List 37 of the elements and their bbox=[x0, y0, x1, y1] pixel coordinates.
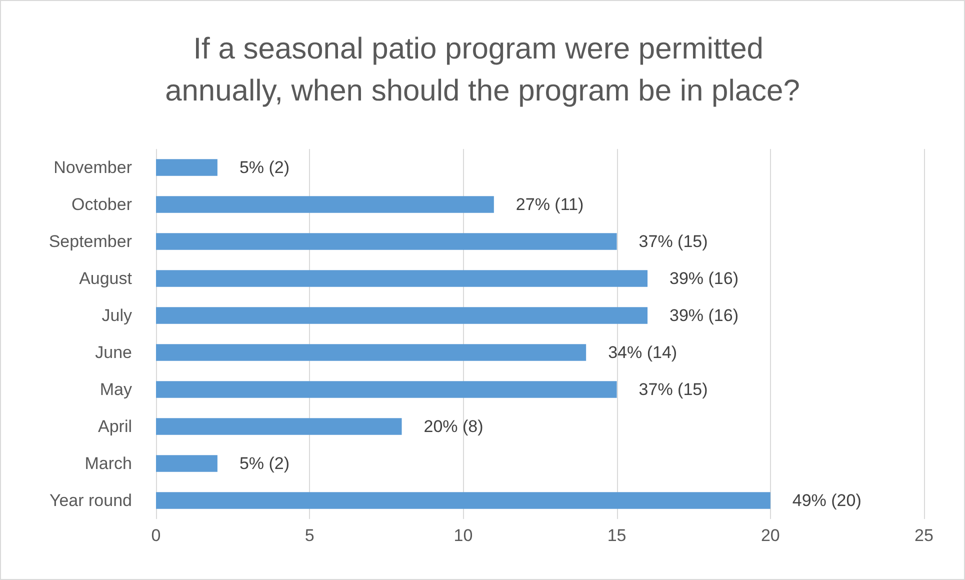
y-tick-label: October bbox=[72, 195, 132, 214]
y-tick-label: May bbox=[100, 380, 132, 399]
bar bbox=[156, 307, 648, 324]
data-label: 5% (2) bbox=[239, 454, 290, 473]
bar bbox=[156, 492, 770, 509]
x-tick-label: 25 bbox=[914, 526, 934, 545]
y-tick-label: July bbox=[102, 306, 132, 325]
x-tick-label: 5 bbox=[304, 526, 314, 545]
data-label: 37% (15) bbox=[638, 232, 708, 251]
data-label: 37% (15) bbox=[638, 380, 708, 399]
bar bbox=[156, 270, 648, 287]
data-label: 27% (11) bbox=[516, 195, 584, 214]
y-tick-label: September bbox=[48, 232, 132, 251]
y-tick-label: August bbox=[79, 269, 132, 288]
x-tick-label: 10 bbox=[454, 526, 473, 545]
y-tick-label: November bbox=[54, 158, 132, 177]
bar bbox=[156, 455, 218, 472]
y-tick-label: June bbox=[95, 343, 132, 362]
data-label: 39% (16) bbox=[670, 269, 739, 288]
x-tick-label: 20 bbox=[760, 526, 780, 545]
bar bbox=[156, 159, 218, 176]
chart-title: If a seasonal patio program were permitted annually, when should the program be in place? bbox=[165, 32, 800, 108]
y-tick-label: March bbox=[84, 454, 132, 473]
x-tick-label: 15 bbox=[607, 526, 626, 545]
bar bbox=[156, 418, 402, 435]
bar bbox=[156, 344, 586, 361]
y-tick-label: Year round bbox=[49, 491, 132, 510]
data-label: 5% (2) bbox=[239, 158, 290, 177]
bar bbox=[156, 196, 494, 213]
data-label: 34% (14) bbox=[608, 343, 678, 362]
bar bbox=[156, 381, 617, 398]
data-label: 49% (20) bbox=[792, 491, 862, 510]
y-tick-label: April bbox=[98, 417, 132, 436]
x-tick-label: 0 bbox=[151, 526, 161, 545]
bar bbox=[156, 233, 617, 250]
data-label: 20% (8) bbox=[424, 417, 484, 436]
data-label: 39% (16) bbox=[670, 306, 739, 325]
